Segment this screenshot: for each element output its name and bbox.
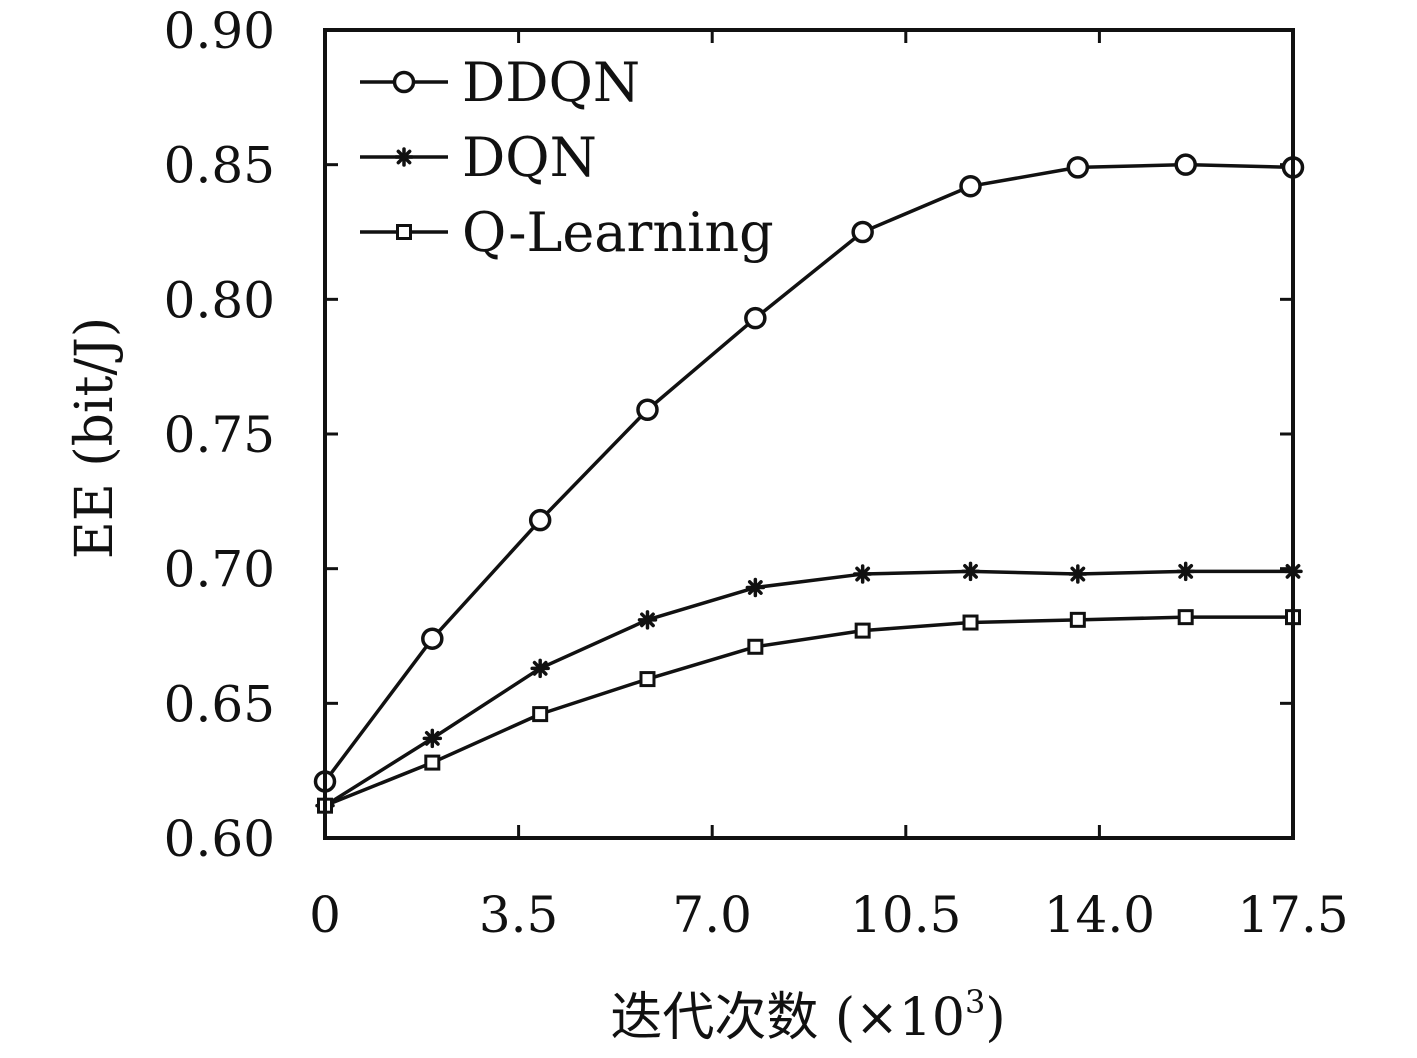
data-point xyxy=(637,610,658,630)
series-layer xyxy=(313,153,1305,816)
data-point xyxy=(851,220,874,244)
legend-marker xyxy=(396,224,412,240)
legend-item: Q-Learning xyxy=(360,201,774,264)
series-line xyxy=(323,162,1294,783)
data-point xyxy=(745,577,766,598)
y-tick-label: 0.65 xyxy=(164,675,275,733)
legend-item: DDQN xyxy=(360,51,640,114)
x-tick-label: 10.5 xyxy=(850,886,961,944)
y-tick-label: 0.85 xyxy=(164,137,275,195)
x-tick-label: 14.0 xyxy=(1044,886,1155,944)
data-point xyxy=(636,398,659,422)
data-point xyxy=(959,174,982,198)
x-tick-label: 3.5 xyxy=(479,886,559,944)
x-tick-label: 7.0 xyxy=(672,886,752,944)
series-line xyxy=(324,615,1293,808)
x-tick-label: 17.5 xyxy=(1237,886,1348,944)
x-axis-title-main: 迭代次数 (×10 xyxy=(610,988,965,1048)
series-line xyxy=(324,569,1293,808)
series-ddqn xyxy=(313,153,1305,793)
legend-marker xyxy=(392,70,416,94)
y-tick-label: 0.60 xyxy=(164,810,275,868)
data-point xyxy=(532,706,549,723)
data-point xyxy=(960,561,981,582)
legend-label: DQN xyxy=(462,126,597,189)
data-point xyxy=(1066,156,1090,179)
x-tick-label: 0 xyxy=(309,886,341,944)
data-point xyxy=(1174,153,1197,176)
data-point xyxy=(1068,564,1088,584)
data-point xyxy=(1175,561,1196,582)
data-point xyxy=(530,658,550,679)
data-point xyxy=(1069,611,1086,628)
data-point xyxy=(422,728,443,749)
data-point xyxy=(528,508,552,532)
y-tick-label: 0.90 xyxy=(164,2,275,60)
y-axis-title: EE (bit/J) xyxy=(65,317,125,559)
series-q-learning xyxy=(317,609,1301,814)
data-point xyxy=(421,627,444,650)
labels-layer: 0.60 0.65 0.70 0.75 0.80 0.85 0.90 0 3.5 7.0 10.5 1… xyxy=(164,2,1349,944)
y-tick-label: 0.75 xyxy=(164,406,275,464)
data-point xyxy=(747,638,764,655)
legend: DDQN DQN Q-Learning xyxy=(360,51,774,264)
data-point xyxy=(1177,609,1194,626)
data-point xyxy=(962,614,979,631)
data-point xyxy=(744,306,767,330)
legend-label: DDQN xyxy=(462,51,640,114)
plot-frame xyxy=(323,28,1295,840)
data-point xyxy=(852,564,873,584)
legend-item: DQN xyxy=(360,126,597,189)
x-axis-title-superscript: 3 xyxy=(965,983,985,1021)
x-axis-title: 迭代次数 (×103) xyxy=(610,983,1005,1048)
legend-marker xyxy=(394,147,414,167)
data-point xyxy=(854,622,871,639)
data-point xyxy=(639,671,656,688)
y-tick-label: 0.80 xyxy=(164,271,275,329)
legend-label: Q-Learning xyxy=(462,201,774,264)
y-tick-label: 0.70 xyxy=(164,541,275,599)
x-axis-title-close: ) xyxy=(985,988,1005,1048)
data-point xyxy=(424,754,441,771)
